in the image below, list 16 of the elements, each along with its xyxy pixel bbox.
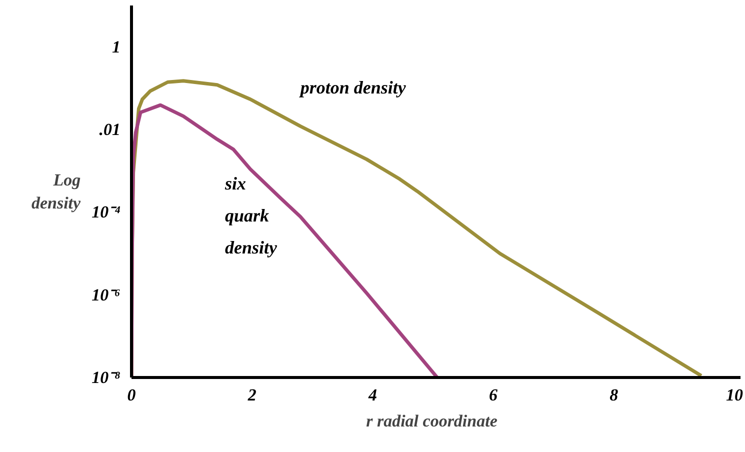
y-tick-label: 10⁻⁴ — [92, 202, 121, 222]
x-tick-label: 6 — [489, 386, 498, 404]
series-label: six quark density — [224, 174, 278, 258]
x-tick-label: 8 — [610, 386, 619, 404]
y-tick-label: .01 — [99, 120, 120, 139]
x-axis-title: r radial coordinate — [366, 412, 498, 430]
series-label: proton density — [298, 77, 407, 98]
line-series — [132, 103, 439, 378]
x-tick-label: 10 — [726, 386, 744, 404]
x-tick-label: 0 — [127, 386, 136, 404]
y-tick-label: 10⁻⁶ — [92, 285, 121, 304]
y-axis-title: Log density — [31, 170, 82, 212]
y-tick-label: 1 — [112, 37, 120, 56]
y-tick-label: 10⁻⁸ — [92, 368, 121, 387]
x-tick-label: 2 — [246, 386, 257, 404]
x-tick-label: 4 — [367, 386, 377, 404]
